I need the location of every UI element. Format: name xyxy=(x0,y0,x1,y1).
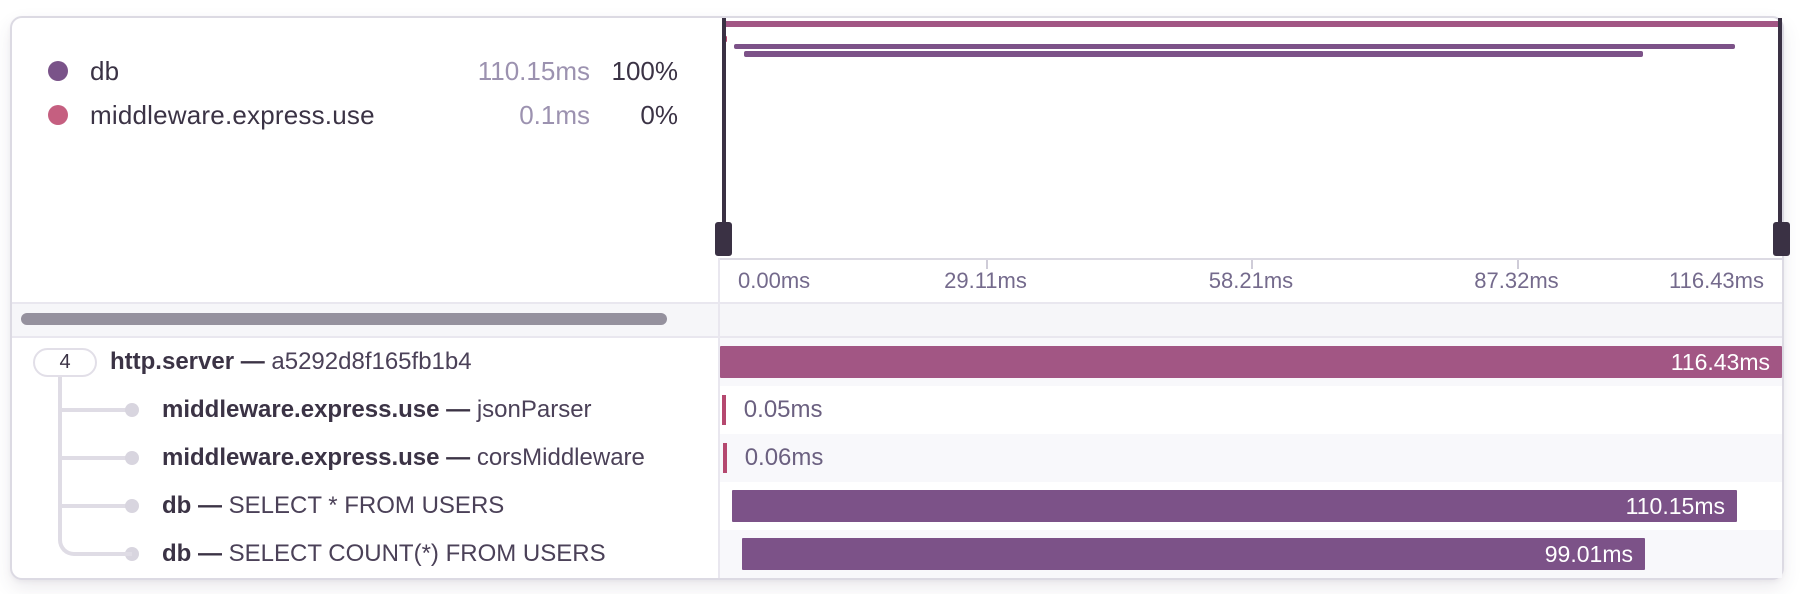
legend-item: db 110.15ms 100% xyxy=(48,54,678,88)
trace-detail-card: db 110.15ms 100% middleware.express.use 0.1m… xyxy=(10,16,1790,580)
minimap-right-handle-line[interactable] xyxy=(1778,18,1782,223)
span-duration-label: 0.05ms xyxy=(743,396,823,423)
span-tree-label[interactable]: db — SELECT * FROM USERS xyxy=(162,492,505,519)
legend-dot-icon xyxy=(48,105,68,125)
span-tree-label[interactable]: middleware.express.use — jsonParser xyxy=(162,396,592,423)
axis-tick-mark xyxy=(985,260,988,269)
panel-divider xyxy=(718,258,720,578)
axis-tick-mark xyxy=(1516,260,1519,269)
minimap-span-bar xyxy=(743,51,1644,57)
span-waterfall: http.server — a5292d8f165fb1b4 116.43ms mi… xyxy=(12,18,1782,578)
tree-connector-trunk xyxy=(58,377,62,507)
axis-tick-label: 58.21ms xyxy=(1208,268,1294,293)
minimap-left-handle-line[interactable] xyxy=(722,18,726,223)
span-duration-tick[interactable] xyxy=(721,395,726,425)
span-tree-label[interactable]: http.server — a5292d8f165fb1b4 xyxy=(110,348,472,375)
span-tree-label[interactable]: db — SELECT COUNT(*) FROM USERS xyxy=(162,540,606,567)
legend-item-duration: 110.15ms xyxy=(477,55,590,86)
span-duration-bar[interactable]: 99.01ms xyxy=(741,538,1645,570)
span-tree-label[interactable]: middleware.express.use — corsMiddleware xyxy=(162,444,645,471)
axis-tick-mark xyxy=(1251,260,1253,269)
span-duration-label: 0.06ms xyxy=(744,444,824,471)
tree-connector-branch xyxy=(58,504,132,508)
minimap-span-bar xyxy=(734,43,1736,49)
tree-connector-branch xyxy=(58,408,132,412)
tree-node-dot-icon xyxy=(125,451,139,465)
legend-dot-icon xyxy=(48,61,68,81)
span-count-badge[interactable]: 4 xyxy=(33,348,97,377)
legend-item-duration: 0.1ms xyxy=(519,99,590,130)
legend-item-name: middleware.express.use xyxy=(90,99,375,130)
axis-tick-label: 29.11ms xyxy=(944,268,1027,293)
legend-item-name: db xyxy=(90,55,120,86)
minimap-left-handle-grip[interactable] xyxy=(715,222,732,256)
span-duration-bar[interactable]: 116.43ms xyxy=(720,346,1782,378)
legend-item-percent: 0% xyxy=(640,99,678,130)
legend-item: middleware.express.use 0.1ms 0% xyxy=(48,98,678,132)
tree-node-dot-icon xyxy=(125,403,139,417)
horizontal-scrollbar-thumb[interactable] xyxy=(21,313,667,325)
tree-connector-branch xyxy=(58,456,132,460)
span-duration-bar[interactable]: 110.15ms xyxy=(732,490,1737,522)
legend: db 110.15ms 100% middleware.express.use 0.1m… xyxy=(12,18,1782,578)
minimap-right-handle-grip[interactable] xyxy=(1773,222,1790,256)
axis-tick-label: 116.43ms xyxy=(1669,268,1764,293)
span-row-background[interactable] xyxy=(720,386,1782,434)
minimap-span-bar xyxy=(722,21,1780,27)
span-duration-tick[interactable] xyxy=(722,443,727,473)
legend-item-percent: 100% xyxy=(611,55,679,86)
span-row-background[interactable] xyxy=(720,434,1782,482)
axis-tick-label: 0.00ms xyxy=(738,268,811,293)
time-axis: 0.00ms 29.11ms 58.21ms 87.32ms 116.43ms xyxy=(720,258,1782,302)
axis-tick-label: 87.32ms xyxy=(1474,268,1559,293)
tree-connector-corner xyxy=(58,507,132,556)
